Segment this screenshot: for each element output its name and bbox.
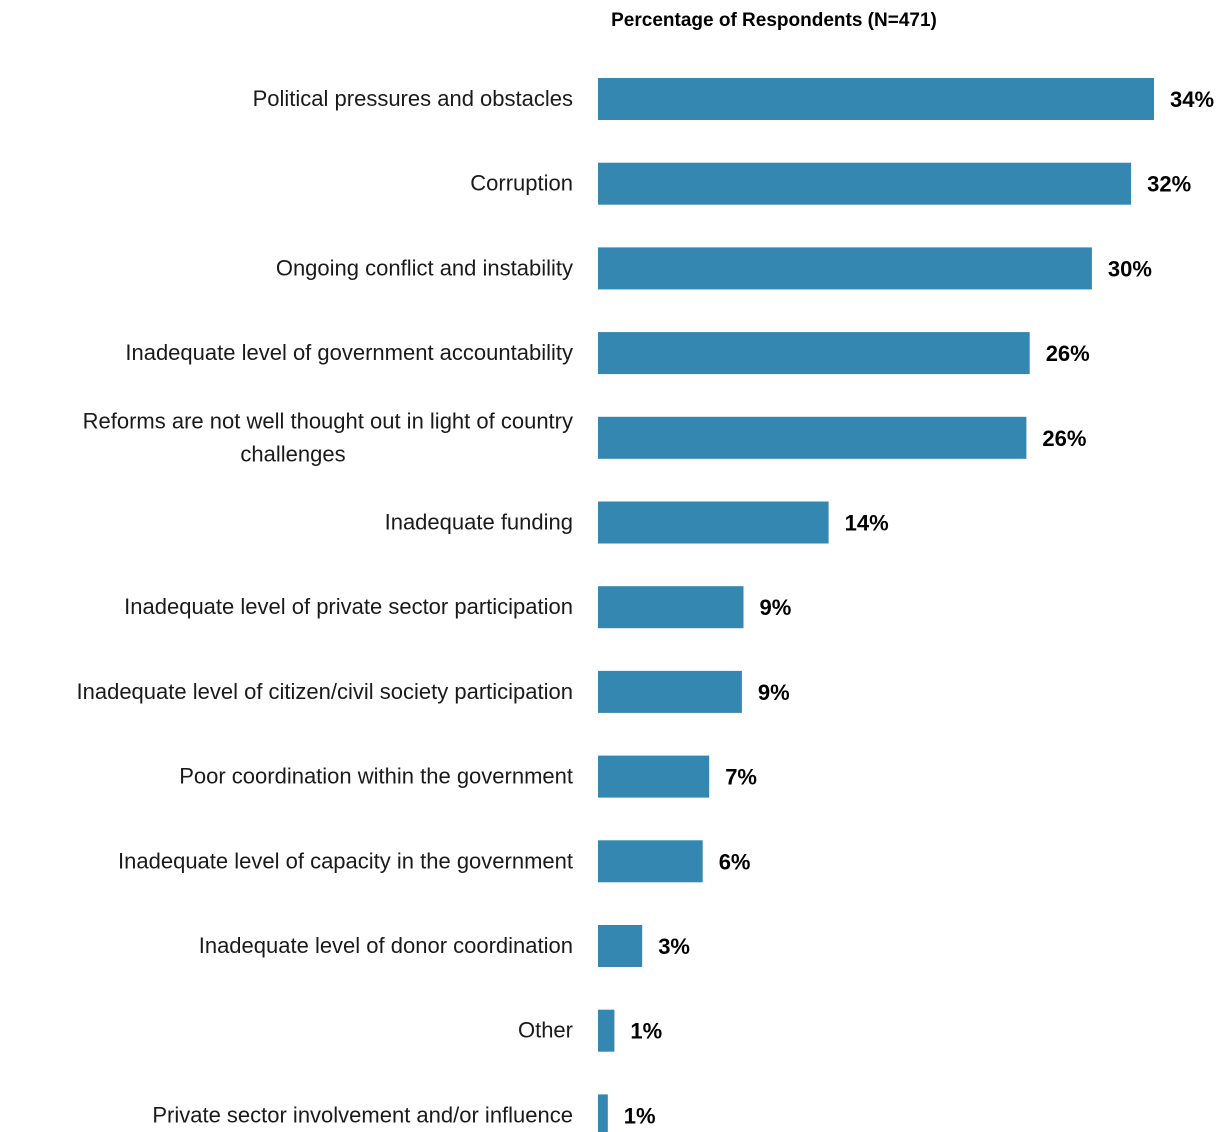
bar xyxy=(598,1094,608,1132)
bar xyxy=(598,416,1027,459)
category-label: Ongoing conflict and instability xyxy=(276,255,573,280)
category-label: Corruption xyxy=(470,171,573,196)
category-label: Poor coordination within the government xyxy=(179,764,573,789)
chart-title: Percentage of Respondents (N=471) xyxy=(611,10,937,31)
value-label: 30% xyxy=(1108,256,1152,281)
bar xyxy=(598,670,742,713)
value-label: 7% xyxy=(725,765,757,790)
value-label: 9% xyxy=(758,680,790,705)
bars-group: Political pressures and obstacles 34% Corr… xyxy=(77,78,1214,1132)
bar xyxy=(598,1009,615,1052)
bar xyxy=(598,925,643,967)
value-label: 9% xyxy=(760,595,792,620)
bar xyxy=(598,755,710,798)
bar xyxy=(598,247,1092,290)
value-label: 6% xyxy=(719,849,751,874)
value-label: 14% xyxy=(845,511,889,536)
category-label: Inadequate level of donor coordination xyxy=(199,933,573,958)
bar xyxy=(598,332,1030,375)
value-label: 32% xyxy=(1147,172,1191,197)
category-label: Inadequate level of capacity in the gove… xyxy=(118,848,573,873)
category-label: Inadequate level of government accountab… xyxy=(125,340,573,365)
bar xyxy=(598,501,829,544)
bar xyxy=(598,840,703,883)
category-label: Inadequate funding xyxy=(385,510,573,535)
value-label: 26% xyxy=(1042,426,1086,451)
category-label: challenges xyxy=(240,441,345,466)
category-label: Private sector involvement and/or influe… xyxy=(152,1102,573,1127)
category-label: Other xyxy=(518,1018,573,1043)
bar xyxy=(598,78,1154,120)
category-label: Political pressures and obstacles xyxy=(253,86,573,111)
bar xyxy=(598,586,744,629)
category-label: Reforms are not well thought out in ligh… xyxy=(83,408,573,433)
value-label: 1% xyxy=(630,1019,662,1044)
bar xyxy=(598,162,1132,205)
value-label: 26% xyxy=(1046,341,1090,366)
category-label: Inadequate level of citizen/civil societ… xyxy=(77,679,574,704)
category-label: Inadequate level of private sector parti… xyxy=(124,594,573,619)
value-label: 1% xyxy=(624,1103,656,1128)
value-label: 34% xyxy=(1170,87,1214,112)
value-label: 3% xyxy=(658,934,690,959)
